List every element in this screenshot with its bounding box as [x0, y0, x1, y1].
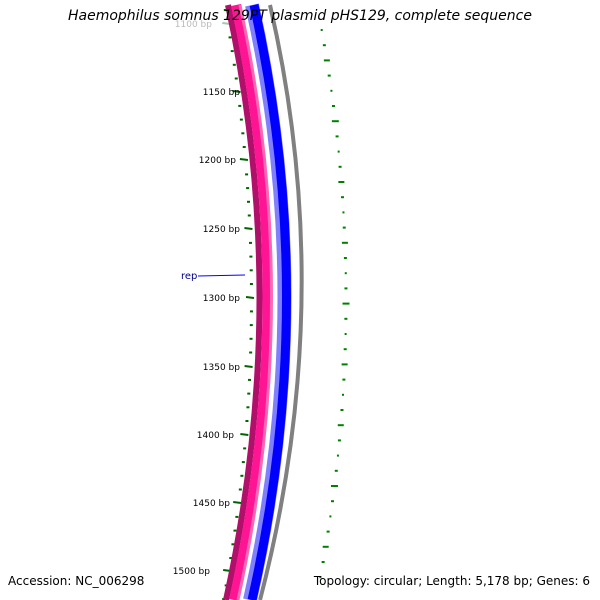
scale-tick-major: [232, 90, 241, 93]
backbone-ring: [258, 4, 304, 600]
scale-tick-label: 1400 bp: [197, 431, 234, 441]
scale-tick-label: 1300 bp: [203, 294, 240, 304]
pink-feature-highlight: [236, 4, 273, 600]
scale-tick-label: 1200 bp: [199, 156, 236, 166]
scale-tick-major: [239, 158, 249, 161]
accession-text: Accession: NC_006298: [8, 574, 145, 588]
gc-content-track: [319, 29, 350, 579]
topology-text: Topology: circular; Length: 5,178 bp; Ge…: [313, 574, 590, 588]
scale-ticks: 1100 bp 1150 bp 1200 bp 1250 bp 1300 bp 1350 …: [173, 9, 255, 600]
scale-tick-major: [244, 227, 253, 230]
feature-rings: [223, 3, 304, 600]
scale-tick-major: [240, 433, 249, 436]
scale-tick-major: [244, 365, 253, 368]
rep-label-line: [197, 274, 246, 277]
scale-tick-label: 1450 bp: [193, 499, 230, 509]
rep-feature-label: rep: [181, 271, 197, 282]
scale-tick-major: [233, 501, 242, 504]
blue-feature-ring: [247, 4, 291, 600]
pink-feature-ring: [229, 3, 273, 600]
scale-tick-label: 1250 bp: [203, 225, 240, 235]
scale-tick-major: [245, 296, 255, 299]
scale-tick-label: 1350 bp: [203, 363, 240, 373]
scale-tick-label: 1100 bp: [175, 20, 212, 30]
scale-tick-label: 1150 bp: [203, 88, 240, 98]
map-title: Haemophilus somnus 129PT plasmid pHS129,…: [68, 8, 532, 24]
pink-feature-ring-outer: [223, 4, 263, 600]
scale-tick-label: 1500 bp: [173, 567, 210, 577]
